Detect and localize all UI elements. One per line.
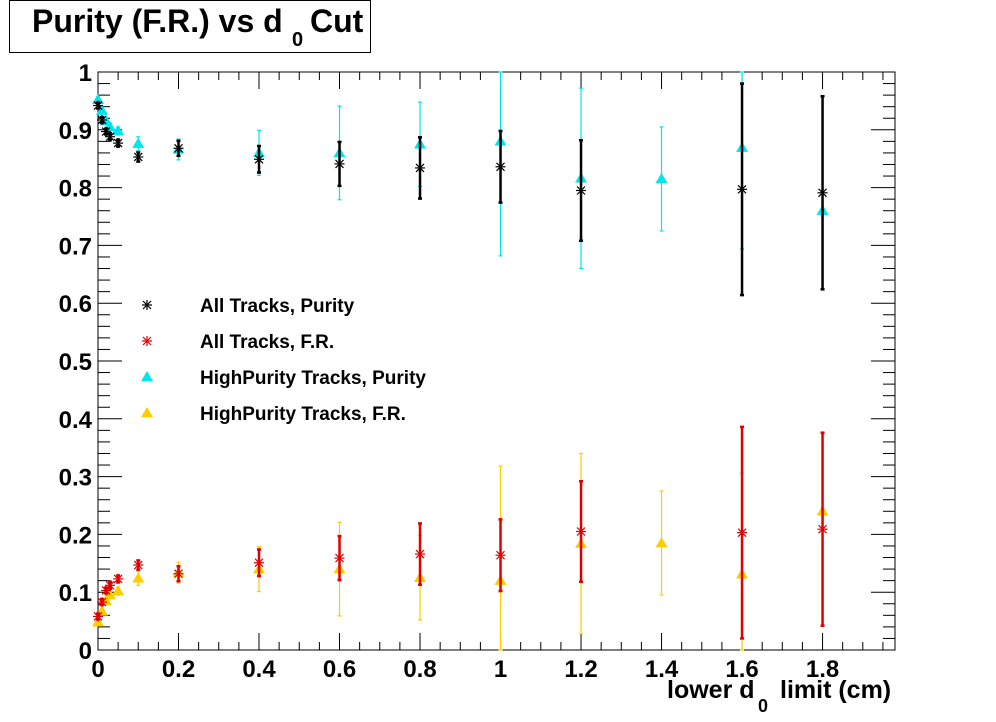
y-tick-label: 1	[79, 60, 92, 87]
plot-frame	[97, 71, 896, 651]
data-point	[655, 537, 668, 548]
x-tick-label: 0.8	[403, 656, 436, 683]
legend-label: All Tracks, Purity	[200, 296, 355, 317]
legend-label: All Tracks, F.R.	[200, 332, 334, 353]
data-point-d2	[97, 115, 107, 125]
y-tick-label: 0.5	[59, 349, 92, 376]
x-tick-label: 0.6	[323, 656, 356, 683]
data-point-d2	[105, 580, 115, 590]
data-point-d2	[576, 186, 586, 195]
data-point-d2	[174, 143, 183, 153]
data-point-d2	[335, 159, 344, 169]
x-axis-label-suffix: limit (cm)	[780, 676, 892, 704]
series-1	[93, 425, 828, 640]
data-point	[92, 93, 104, 104]
legend-marker-d2	[142, 300, 152, 310]
data-point-d2	[496, 162, 505, 172]
data-point-d2	[93, 101, 103, 110]
x-tick-label: 0.4	[242, 656, 276, 683]
series-2	[92, 71, 829, 270]
data-point-d2	[818, 188, 827, 198]
x-tick-label: 1.8	[806, 656, 839, 683]
legend-label: HighPurity Tracks, F.R.	[200, 404, 406, 425]
x-tick-label: 1.6	[725, 656, 758, 683]
data-point-d2	[113, 138, 123, 148]
data-point	[112, 585, 125, 596]
y-tick-label: 0.7	[59, 233, 92, 260]
series-0	[93, 82, 828, 297]
y-tick-label: 0.3	[59, 465, 92, 492]
y-tick-label: 0	[79, 638, 92, 665]
y-tick-label: 0.4	[59, 407, 93, 434]
data-point-d2	[101, 127, 111, 136]
data-point-d2	[113, 574, 123, 584]
data-point-d2	[254, 558, 264, 568]
data-point-d2	[415, 549, 425, 559]
data-point	[655, 172, 668, 184]
data-point-d2	[254, 154, 264, 164]
legend-marker-d2	[142, 336, 152, 346]
data-point-d2	[737, 184, 747, 194]
data-point-d2	[496, 550, 505, 560]
chart-title-subscript: 0	[292, 29, 304, 51]
chart-title-box: Purity (F.R.) vs d 0 Cut	[9, 0, 371, 53]
data-point-d2	[97, 597, 107, 607]
chart-title-suffix: Cut	[310, 3, 364, 39]
y-tick-label: 0.8	[59, 176, 92, 203]
x-tick-label: 1	[494, 656, 507, 683]
legend-marker	[141, 371, 153, 382]
data-point-d2	[105, 132, 115, 142]
data-point-d2	[737, 528, 747, 538]
y-tick-label: 0.6	[59, 291, 92, 318]
data-point	[112, 124, 125, 136]
data-point	[132, 137, 145, 148]
x-tick-label: 1.4	[645, 656, 679, 683]
data-point-d2	[93, 612, 103, 621]
legend-marker	[141, 407, 153, 418]
x-tick-label: 0	[91, 656, 104, 683]
data-point	[132, 572, 145, 583]
x-axis-label: lower d	[667, 676, 755, 704]
data-point-d2	[133, 560, 143, 570]
legend-label: HighPurity Tracks, Purity	[200, 368, 426, 389]
data-point-d2	[415, 163, 425, 173]
data-point	[96, 104, 109, 115]
x-tick-label: 0.2	[162, 656, 195, 683]
y-tick-label: 0.9	[59, 118, 92, 145]
x-tick-label: 1.2	[564, 656, 597, 683]
x-axis-label-subscript: 0	[758, 696, 769, 716]
data-point-d2	[335, 553, 344, 563]
chart-title: Purity (F.R.) vs d	[32, 3, 283, 39]
y-tick-label: 0.1	[59, 580, 92, 607]
data-point-d2	[576, 527, 586, 536]
data-point-d2	[818, 524, 827, 534]
data-point-d2	[174, 569, 183, 579]
series-3	[92, 452, 829, 651]
data-point-d2	[133, 152, 143, 162]
y-tick-label: 0.2	[59, 522, 92, 549]
